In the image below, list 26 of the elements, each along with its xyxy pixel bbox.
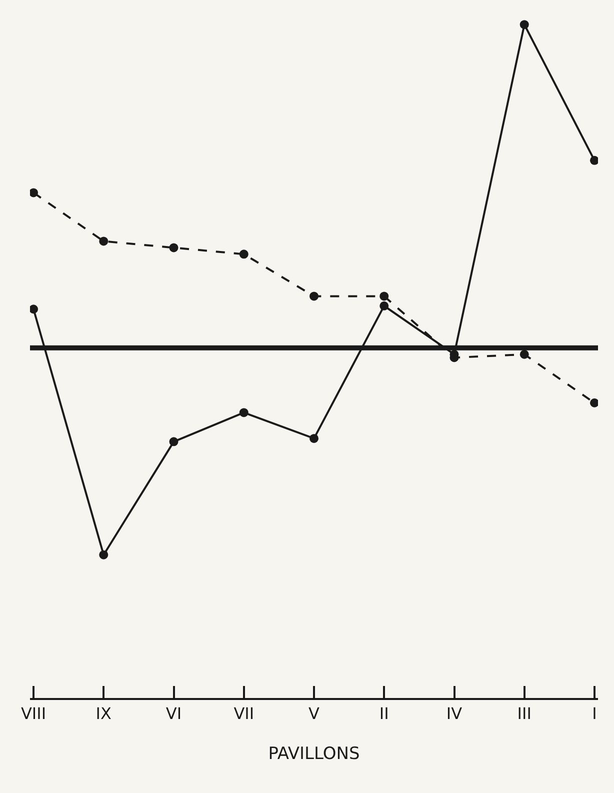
point xyxy=(380,301,389,310)
point xyxy=(520,350,529,359)
point xyxy=(590,398,598,408)
point xyxy=(590,156,598,165)
point xyxy=(310,434,318,443)
x-tick-label: IV xyxy=(446,704,462,724)
x-tick-label: VII xyxy=(234,704,254,724)
x-tick-label: IX xyxy=(96,704,112,724)
x-tick-label: VIII xyxy=(20,704,46,724)
point xyxy=(99,550,108,560)
point xyxy=(239,250,248,259)
point xyxy=(30,304,38,314)
x-tick-label: I xyxy=(592,704,597,724)
x-tick-label: III xyxy=(517,704,532,724)
x-axis-title: PAVILLONS xyxy=(268,744,360,764)
x-tick-label: II xyxy=(379,704,389,724)
point xyxy=(99,236,108,246)
point xyxy=(310,292,318,301)
point xyxy=(169,437,178,446)
x-tick-label: V xyxy=(308,704,320,724)
x-tick-label: VI xyxy=(166,704,182,724)
point xyxy=(380,292,389,301)
point xyxy=(520,20,529,30)
point xyxy=(239,408,248,418)
point xyxy=(30,188,38,198)
point xyxy=(169,243,178,252)
